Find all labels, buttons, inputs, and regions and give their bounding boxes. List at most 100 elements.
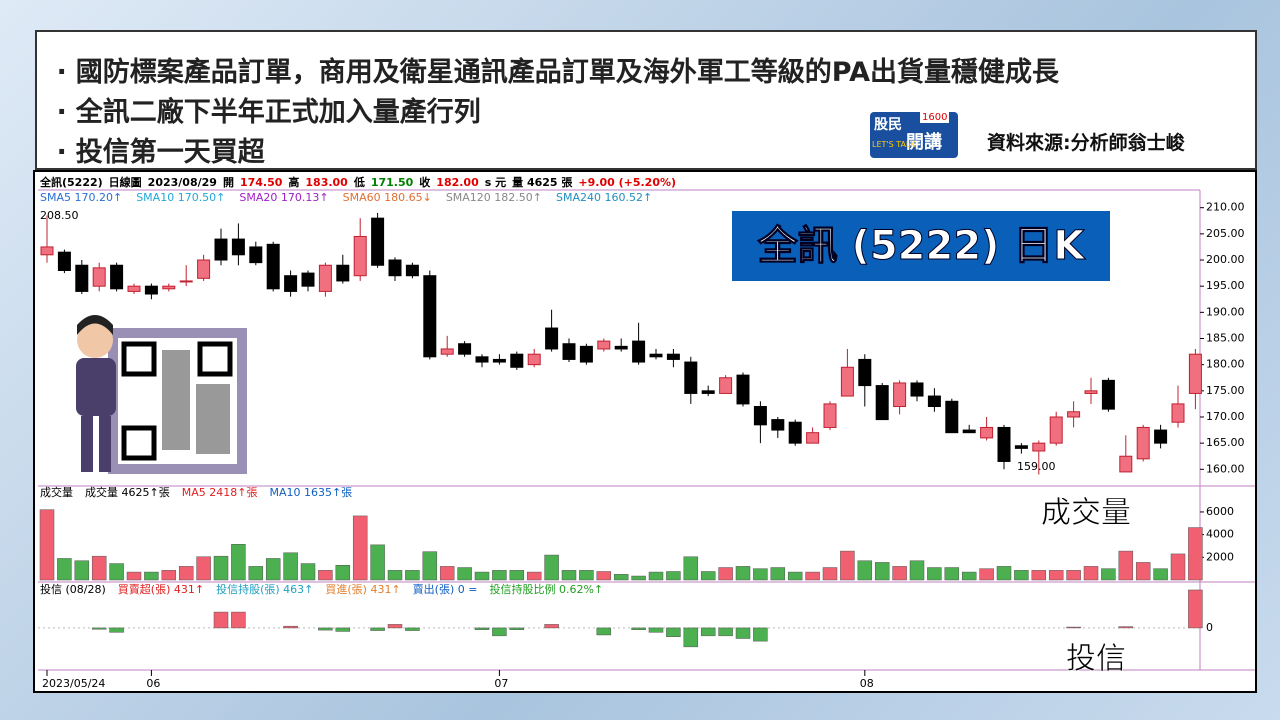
chart-title: 全訊 (5222) 日K	[757, 223, 1087, 269]
y-tick-label: 160.00	[1206, 462, 1245, 475]
volume-bar	[370, 544, 385, 581]
candle-body	[423, 275, 437, 358]
candle-body	[1014, 445, 1028, 449]
volume-bar	[996, 566, 1012, 581]
candle-body	[162, 285, 176, 290]
candle-body	[318, 264, 332, 292]
volume-bar	[39, 509, 55, 581]
candle-body	[405, 264, 419, 277]
trust-bar	[648, 627, 664, 633]
trust-bar	[283, 625, 298, 629]
volume-bar	[109, 563, 124, 581]
qr-code	[197, 341, 233, 377]
volume-bar	[735, 566, 751, 581]
trust-bar	[91, 627, 107, 630]
volume-bar	[144, 571, 159, 581]
candle-body	[440, 348, 454, 355]
candle-body	[284, 275, 298, 292]
volume-bar	[474, 571, 490, 581]
trust-bar	[370, 627, 385, 631]
legend-item: 投信 (08/28)	[40, 582, 106, 596]
trust-bar	[735, 627, 751, 639]
trust-bar	[700, 627, 716, 637]
candle-body	[858, 358, 872, 387]
volume-bar	[1170, 553, 1186, 581]
volume-bar	[352, 515, 368, 581]
volume-bar	[1118, 550, 1134, 581]
trust-bar	[231, 611, 246, 629]
trust-bar	[753, 627, 768, 642]
candle-body	[388, 259, 402, 277]
annotation: 208.50	[40, 209, 79, 222]
trust-bar	[1066, 626, 1081, 629]
candle-body	[249, 246, 263, 264]
y-tick-label: 165.00	[1206, 436, 1245, 449]
volume-bar	[805, 571, 820, 581]
info-item: 2023/08/29	[148, 176, 217, 189]
candle-body	[649, 353, 663, 358]
volume-bar	[196, 556, 211, 581]
trust-bar	[631, 627, 646, 630]
volume-bar	[300, 563, 316, 581]
volume-bar	[961, 571, 977, 581]
candle-body	[614, 345, 628, 350]
panel-title: 成交量	[1041, 496, 1131, 531]
volume-bar	[405, 570, 420, 581]
candle-body	[510, 353, 524, 368]
volume-bar	[857, 560, 873, 581]
candle-body	[527, 353, 541, 366]
volume-bar	[387, 570, 403, 581]
y-tick-label: 4000	[1206, 528, 1234, 541]
info-item: 開	[223, 176, 234, 189]
volume-bar	[700, 571, 716, 581]
y-tick-label: 180.00	[1206, 358, 1245, 371]
panel-title: 投信	[1066, 642, 1126, 677]
volume-bar	[892, 566, 907, 581]
volume-bar	[979, 568, 994, 581]
legend-item: 投信持股比例 0.62%↑	[489, 582, 603, 596]
candle-body	[1049, 416, 1063, 444]
legend-item: 成交量	[40, 485, 73, 499]
volume-bar	[318, 570, 333, 581]
volume-bar	[178, 566, 194, 581]
volume-bar	[1031, 570, 1047, 581]
trust-bar	[509, 627, 525, 630]
candle-body	[458, 343, 472, 355]
trust-bar	[213, 611, 229, 629]
volume-bar	[1101, 568, 1116, 581]
volume-bar	[683, 556, 699, 581]
trust-bar	[318, 627, 333, 631]
trust-bar	[544, 624, 559, 629]
candle-body	[492, 358, 506, 363]
volume-bar	[596, 571, 612, 581]
trust-bar	[109, 627, 124, 633]
trust-bar	[718, 627, 733, 637]
volume-bar	[161, 570, 177, 581]
volume-bar	[1188, 527, 1203, 581]
volume-bar	[492, 570, 507, 581]
legend-item: SMA120 182.50↑	[446, 191, 542, 204]
person	[81, 416, 93, 472]
candle-body	[545, 327, 559, 350]
candle-body	[1154, 429, 1168, 444]
candle-body	[144, 285, 158, 295]
info-item: +9.00 (+5.20%)	[578, 176, 676, 189]
bullet: ‧ 投信第一天買超	[57, 137, 265, 168]
volume-bar	[457, 567, 472, 581]
person	[77, 315, 113, 335]
annotation: 159.00	[1017, 460, 1056, 473]
volume-bar	[718, 567, 733, 581]
candle-body	[927, 395, 941, 408]
volume-bar	[1048, 570, 1064, 581]
volume-bar	[666, 571, 681, 581]
bullet: ‧ 國防標案產品訂單，商用及衛星通訊產品訂單及海外軍工等級的PA出貨量穩健成長	[57, 57, 1060, 88]
info-item: s 元	[485, 176, 506, 189]
candle-body	[214, 238, 228, 261]
legend-item: 成交量 4625↑張	[85, 485, 170, 499]
info-item: 全訊(5222)	[39, 175, 103, 189]
candle-body	[910, 382, 924, 397]
volume-bar	[787, 571, 803, 581]
volume-bar	[1014, 570, 1029, 581]
